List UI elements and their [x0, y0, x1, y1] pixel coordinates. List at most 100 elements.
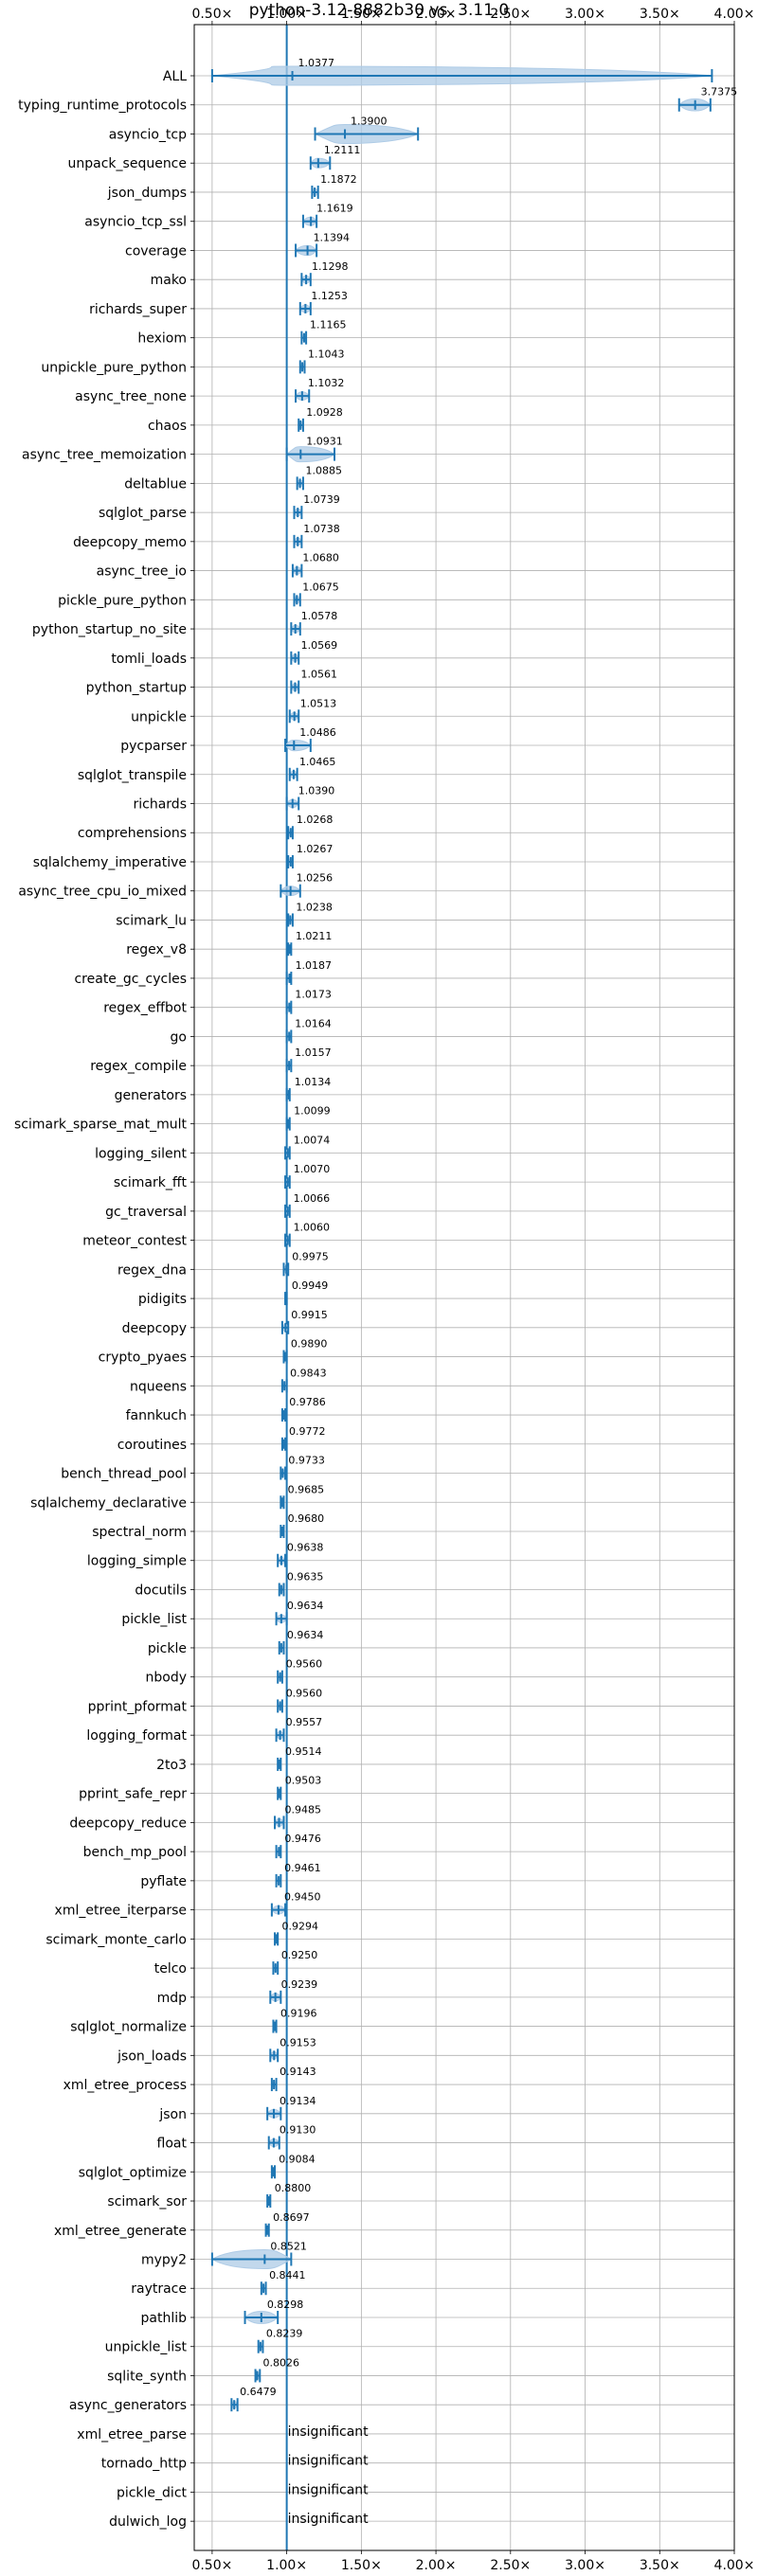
benchmark-label: pickle_dict	[117, 2485, 188, 2500]
x-tick-label-bottom: 1.00×	[266, 2558, 307, 2573]
x-tick-label-bottom: 3.00×	[565, 2558, 605, 2573]
value-label: 0.9196	[280, 2008, 317, 2020]
x-tick-label-bottom: 3.50×	[640, 2558, 680, 2573]
value-label: 0.8441	[269, 2269, 306, 2281]
value-label: 0.9503	[285, 1775, 322, 1787]
value-label: 1.0465	[299, 756, 336, 768]
x-tick-label-bottom: 2.00×	[416, 2558, 457, 2573]
benchmark-label: deepcopy_reduce	[69, 1816, 187, 1831]
value-label: 0.6479	[240, 2386, 277, 2398]
violin	[677, 98, 712, 112]
benchmark-label: asyncio_tcp	[109, 127, 187, 142]
violin	[285, 1117, 291, 1131]
benchmark-label: python_startup	[86, 681, 187, 696]
insignificant-label: insignificant	[288, 2512, 370, 2527]
benchmark-label: pickle_pure_python	[58, 593, 187, 608]
chart-title: python-3.12-8882b30 vs. 3.11.0	[248, 1, 510, 20]
violin	[269, 2048, 280, 2063]
benchmark-label: scimark_fft	[114, 1175, 188, 1190]
value-label: 0.9250	[281, 1949, 318, 1961]
x-tick-label-top: 4.00×	[714, 7, 755, 22]
benchmark-label: pathlib	[141, 2311, 188, 2326]
value-label: 1.0675	[302, 581, 339, 593]
violin	[275, 1728, 285, 1743]
violin	[290, 680, 300, 694]
value-label: 1.1253	[311, 290, 348, 302]
benchmark-label: pprint_pformat	[88, 1699, 188, 1714]
violin	[270, 2165, 277, 2179]
x-tick-label-top: 0.50×	[191, 7, 232, 22]
violin	[244, 2310, 280, 2324]
benchmark-label: comprehensions	[78, 826, 187, 841]
benchmark-label: chaos	[148, 419, 187, 434]
x-tick-label-top: 3.00×	[565, 7, 605, 22]
x-tick-label-top: 1.00×	[266, 7, 307, 22]
value-label: 1.0885	[306, 464, 343, 476]
violin	[275, 1612, 288, 1626]
violin	[296, 476, 304, 491]
violin	[285, 796, 300, 811]
value-label: 1.0211	[296, 930, 333, 942]
value-label: 0.9635	[287, 1570, 324, 1583]
benchmark-label: sqlalchemy_declarative	[30, 1495, 187, 1511]
value-label: 1.0267	[297, 843, 334, 855]
value-label: 1.1043	[308, 348, 345, 360]
x-tick-label-top: 2.50×	[490, 7, 531, 22]
violin	[284, 739, 312, 753]
value-label: 1.0164	[295, 1017, 332, 1029]
insignificant-label: insignificant	[288, 2482, 370, 2497]
violin	[295, 243, 318, 258]
benchmark-label: scimark_sor	[107, 2194, 187, 2209]
benchmark-label: regex_effbot	[103, 1001, 187, 1016]
value-label: 1.0377	[298, 57, 335, 69]
benchmark-label: logging_silent	[95, 1146, 187, 1161]
violin	[285, 446, 336, 463]
value-label: 0.9890	[291, 1338, 328, 1351]
benchmark-label: python_startup_no_site	[32, 622, 187, 637]
value-label: 1.0066	[294, 1192, 331, 1205]
x-tick-label-top: 2.00×	[416, 7, 457, 22]
violin	[278, 1583, 285, 1597]
value-label: 0.9134	[280, 2095, 316, 2107]
benchmark-label: regex_dna	[117, 1262, 187, 1278]
insignificant-label: insignificant	[288, 2424, 370, 2440]
violin	[290, 651, 300, 665]
violin	[285, 1059, 293, 1073]
benchmark-label: richards_super	[89, 302, 187, 317]
benchmark-label: gc_traversal	[105, 1205, 187, 1220]
violin	[270, 2078, 278, 2092]
violin	[210, 65, 713, 86]
x-tick-label-top: 1.50×	[341, 7, 382, 22]
violin	[311, 185, 319, 199]
violin	[298, 301, 312, 315]
violin	[293, 506, 303, 520]
benchmark-label: crypto_pyaes	[99, 1351, 187, 1366]
benchmark-label: ALL	[163, 69, 187, 84]
value-label: 0.9084	[279, 2153, 316, 2165]
violin	[280, 1466, 287, 1480]
insignificant-label: insignificant	[288, 2454, 370, 2469]
violin	[282, 1262, 290, 1277]
benchmark-label: richards	[134, 797, 188, 813]
value-label: 0.8697	[273, 2211, 310, 2224]
violin	[277, 1699, 283, 1713]
benchmark-label: nbody	[146, 1671, 188, 1686]
violin	[290, 622, 301, 636]
violin	[272, 2019, 278, 2033]
value-label: 0.9786	[289, 1396, 326, 1408]
benchmark-label: unpickle_pure_python	[41, 360, 187, 375]
value-label: 0.9915	[291, 1309, 328, 1321]
benchmark-label: async_tree_cpu_io_mixed	[18, 885, 187, 900]
benchmark-label: dulwich_log	[109, 2514, 187, 2530]
violin	[270, 1903, 287, 1917]
violin	[280, 1320, 290, 1334]
benchmark-label: unpickle_list	[105, 2340, 188, 2355]
benchmark-label: json_dumps	[107, 186, 187, 201]
value-label: 1.0099	[294, 1105, 331, 1118]
benchmark-label: coverage	[125, 243, 187, 259]
benchmark-label: sqlglot_transpile	[78, 768, 187, 783]
value-label: 1.1619	[316, 203, 353, 215]
violin	[275, 1873, 282, 1887]
value-label: 1.0268	[297, 814, 334, 826]
violin	[257, 2339, 264, 2353]
